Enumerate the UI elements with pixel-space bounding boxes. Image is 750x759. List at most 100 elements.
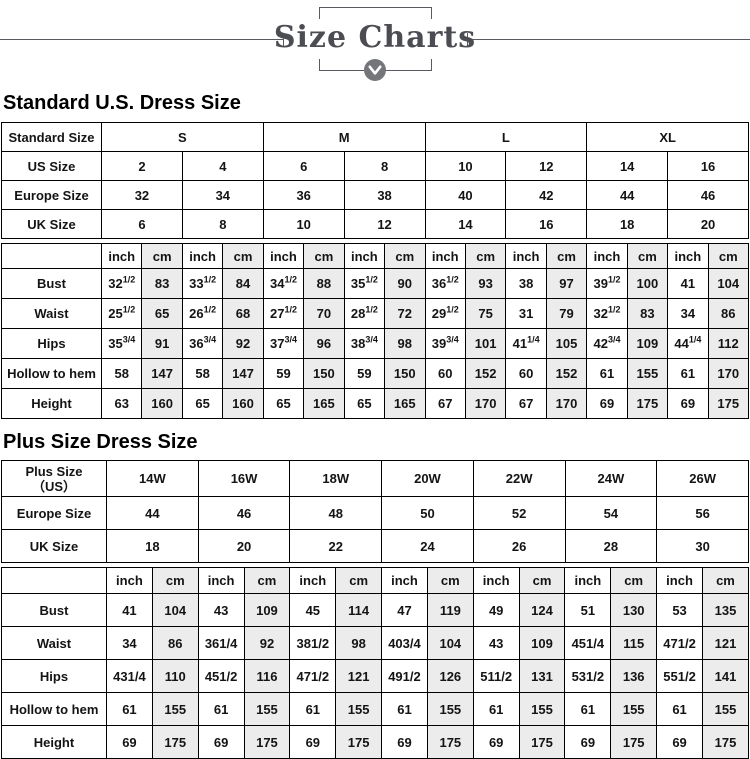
measure-row: Waist 34 86 361/4 92 381/2 98 403/4 104 43 109 451/… <box>1 626 750 660</box>
size-cell: 4 <box>181 151 264 181</box>
cm-value-cell: 90 <box>384 268 426 299</box>
cm-header-cell: cm <box>426 567 474 594</box>
size-row: UK Size 6 8 10 12 14 16 18 20 <box>1 209 749 239</box>
cm-value-cell: 100 <box>626 268 669 299</box>
cm-value-cell: 175 <box>243 725 291 759</box>
size-row: US Size 2 4 6 8 10 12 14 16 <box>1 151 749 181</box>
inch-header-cell: inch <box>106 567 153 594</box>
inch-value-cell: 69 <box>289 725 337 759</box>
inch-header-cell: inch <box>343 243 386 269</box>
inch-value-cell: 34 <box>106 626 153 660</box>
cm-value-cell: 86 <box>707 298 750 329</box>
inch-value-cell: 441/4 <box>667 328 709 359</box>
inch-value-cell: 321/2 <box>586 298 628 329</box>
cm-header-cell: cm <box>141 243 183 269</box>
inch-header-cell: inch <box>100 243 143 269</box>
inch-value-cell: 361/2 <box>424 268 466 299</box>
inch-value-cell: 69 <box>106 725 153 759</box>
cm-header-cell: cm <box>518 567 566 594</box>
size-group-cell: XL <box>586 122 749 152</box>
row-label: Hips <box>1 659 107 693</box>
cm-value-cell: 155 <box>243 692 291 726</box>
size-row: UK Size 18 20 22 24 26 28 30 <box>1 529 749 563</box>
cm-value-cell: 165 <box>303 388 345 419</box>
size-cell: 44 <box>586 180 669 210</box>
cm-value-cell: 175 <box>701 725 750 759</box>
measure-row: Hollow to hem 61 155 61 155 61 155 61 155 61 155 61… <box>1 692 750 726</box>
cm-header-cell: cm <box>707 243 750 269</box>
cm-value-cell: 175 <box>151 725 199 759</box>
cm-header-cell: cm <box>701 567 750 594</box>
size-cell: 18 <box>106 529 199 563</box>
inch-value-cell: 59 <box>343 358 386 389</box>
cm-value-cell: 131 <box>518 659 566 693</box>
standard-size-top-table: Standard Size S M L XL US Size 2 4 6 8 10 12 14 16 Eur… <box>1 122 749 239</box>
row-label: Europe Size <box>1 180 102 210</box>
inch-value-cell: 331/2 <box>181 268 224 299</box>
size-cell: 40 <box>424 180 507 210</box>
cm-value-cell: 92 <box>243 626 291 660</box>
inch-value-cell: 261/2 <box>181 298 224 329</box>
size-cell: 10 <box>262 209 345 239</box>
cm-value-cell: 152 <box>545 358 588 389</box>
cm-value-cell: 79 <box>545 298 588 329</box>
cm-value-cell: 86 <box>151 626 199 660</box>
measure-row: Hollow to hem 58 147 58 147 59 150 59 150 60 152 60… <box>1 358 750 389</box>
cm-value-cell: 72 <box>384 298 426 329</box>
inch-header-cell: inch <box>262 243 305 269</box>
cm-value-cell: 141 <box>701 659 750 693</box>
cm-value-cell: 104 <box>707 268 750 299</box>
row-label: Hips <box>1 328 102 359</box>
cm-value-cell: 114 <box>335 593 383 627</box>
corner-label: Standard Size <box>1 122 102 152</box>
cm-value-cell: 115 <box>610 626 658 660</box>
cm-value-cell: 165 <box>384 388 426 419</box>
cm-value-cell: 136 <box>610 659 658 693</box>
inch-value-cell: 411/4 <box>505 328 547 359</box>
cm-value-cell: 70 <box>303 298 345 329</box>
cm-value-cell: 88 <box>303 268 345 299</box>
cm-value-cell: 170 <box>545 388 588 419</box>
size-group-cell: 18W <box>289 460 383 497</box>
cm-value-cell: 155 <box>518 692 566 726</box>
inch-value-cell: 491/2 <box>381 659 428 693</box>
cm-header-cell: cm <box>545 243 588 269</box>
size-cell: 14 <box>424 209 507 239</box>
size-cell: 6 <box>101 209 183 239</box>
cm-header-cell: cm <box>151 567 199 594</box>
inch-value-cell: 451/4 <box>564 626 612 660</box>
cm-value-cell: 155 <box>426 692 474 726</box>
inch-value-cell: 63 <box>100 388 143 419</box>
size-cell: 38 <box>343 180 426 210</box>
cm-value-cell: 155 <box>626 358 669 389</box>
size-cell: 8 <box>343 151 426 181</box>
row-label: Height <box>1 725 107 759</box>
row-label: Waist <box>1 298 102 329</box>
row-label: UK Size <box>1 209 102 239</box>
size-cell: 56 <box>656 496 749 530</box>
size-cell: 10 <box>424 151 507 181</box>
measure-row: Bust 41 104 43 109 45 114 47 119 49 124 51 130 53 135 <box>1 593 750 627</box>
inch-value-cell: 383/4 <box>343 328 386 359</box>
size-group-row: Plus Size （US） 14W 16W 18W 20W 22W 24W 26W <box>1 460 749 497</box>
inch-value-cell: 67 <box>424 388 466 419</box>
cm-value-cell: 170 <box>707 358 750 389</box>
inch-value-cell: 341/2 <box>262 268 305 299</box>
inch-header-cell: inch <box>472 567 520 594</box>
cm-value-cell: 126 <box>426 659 474 693</box>
inch-value-cell: 41 <box>106 593 153 627</box>
cm-value-cell: 83 <box>141 268 183 299</box>
inch-header-cell: inch <box>381 567 428 594</box>
row-label: Bust <box>1 268 102 299</box>
inch-value-cell: 281/2 <box>343 298 386 329</box>
size-cell: 52 <box>472 496 566 530</box>
inch-value-cell: 31 <box>505 298 547 329</box>
inch-value-cell: 60 <box>505 358 547 389</box>
cm-value-cell: 93 <box>464 268 507 299</box>
inch-header-cell: inch <box>505 243 547 269</box>
inch-value-cell: 531/2 <box>564 659 612 693</box>
unit-header-row: inch cm inch cm inch cm inch cm inch cm inch cm inch… <box>1 567 750 594</box>
inch-value-cell: 353/4 <box>100 328 143 359</box>
cm-value-cell: 75 <box>464 298 507 329</box>
cm-value-cell: 155 <box>335 692 383 726</box>
